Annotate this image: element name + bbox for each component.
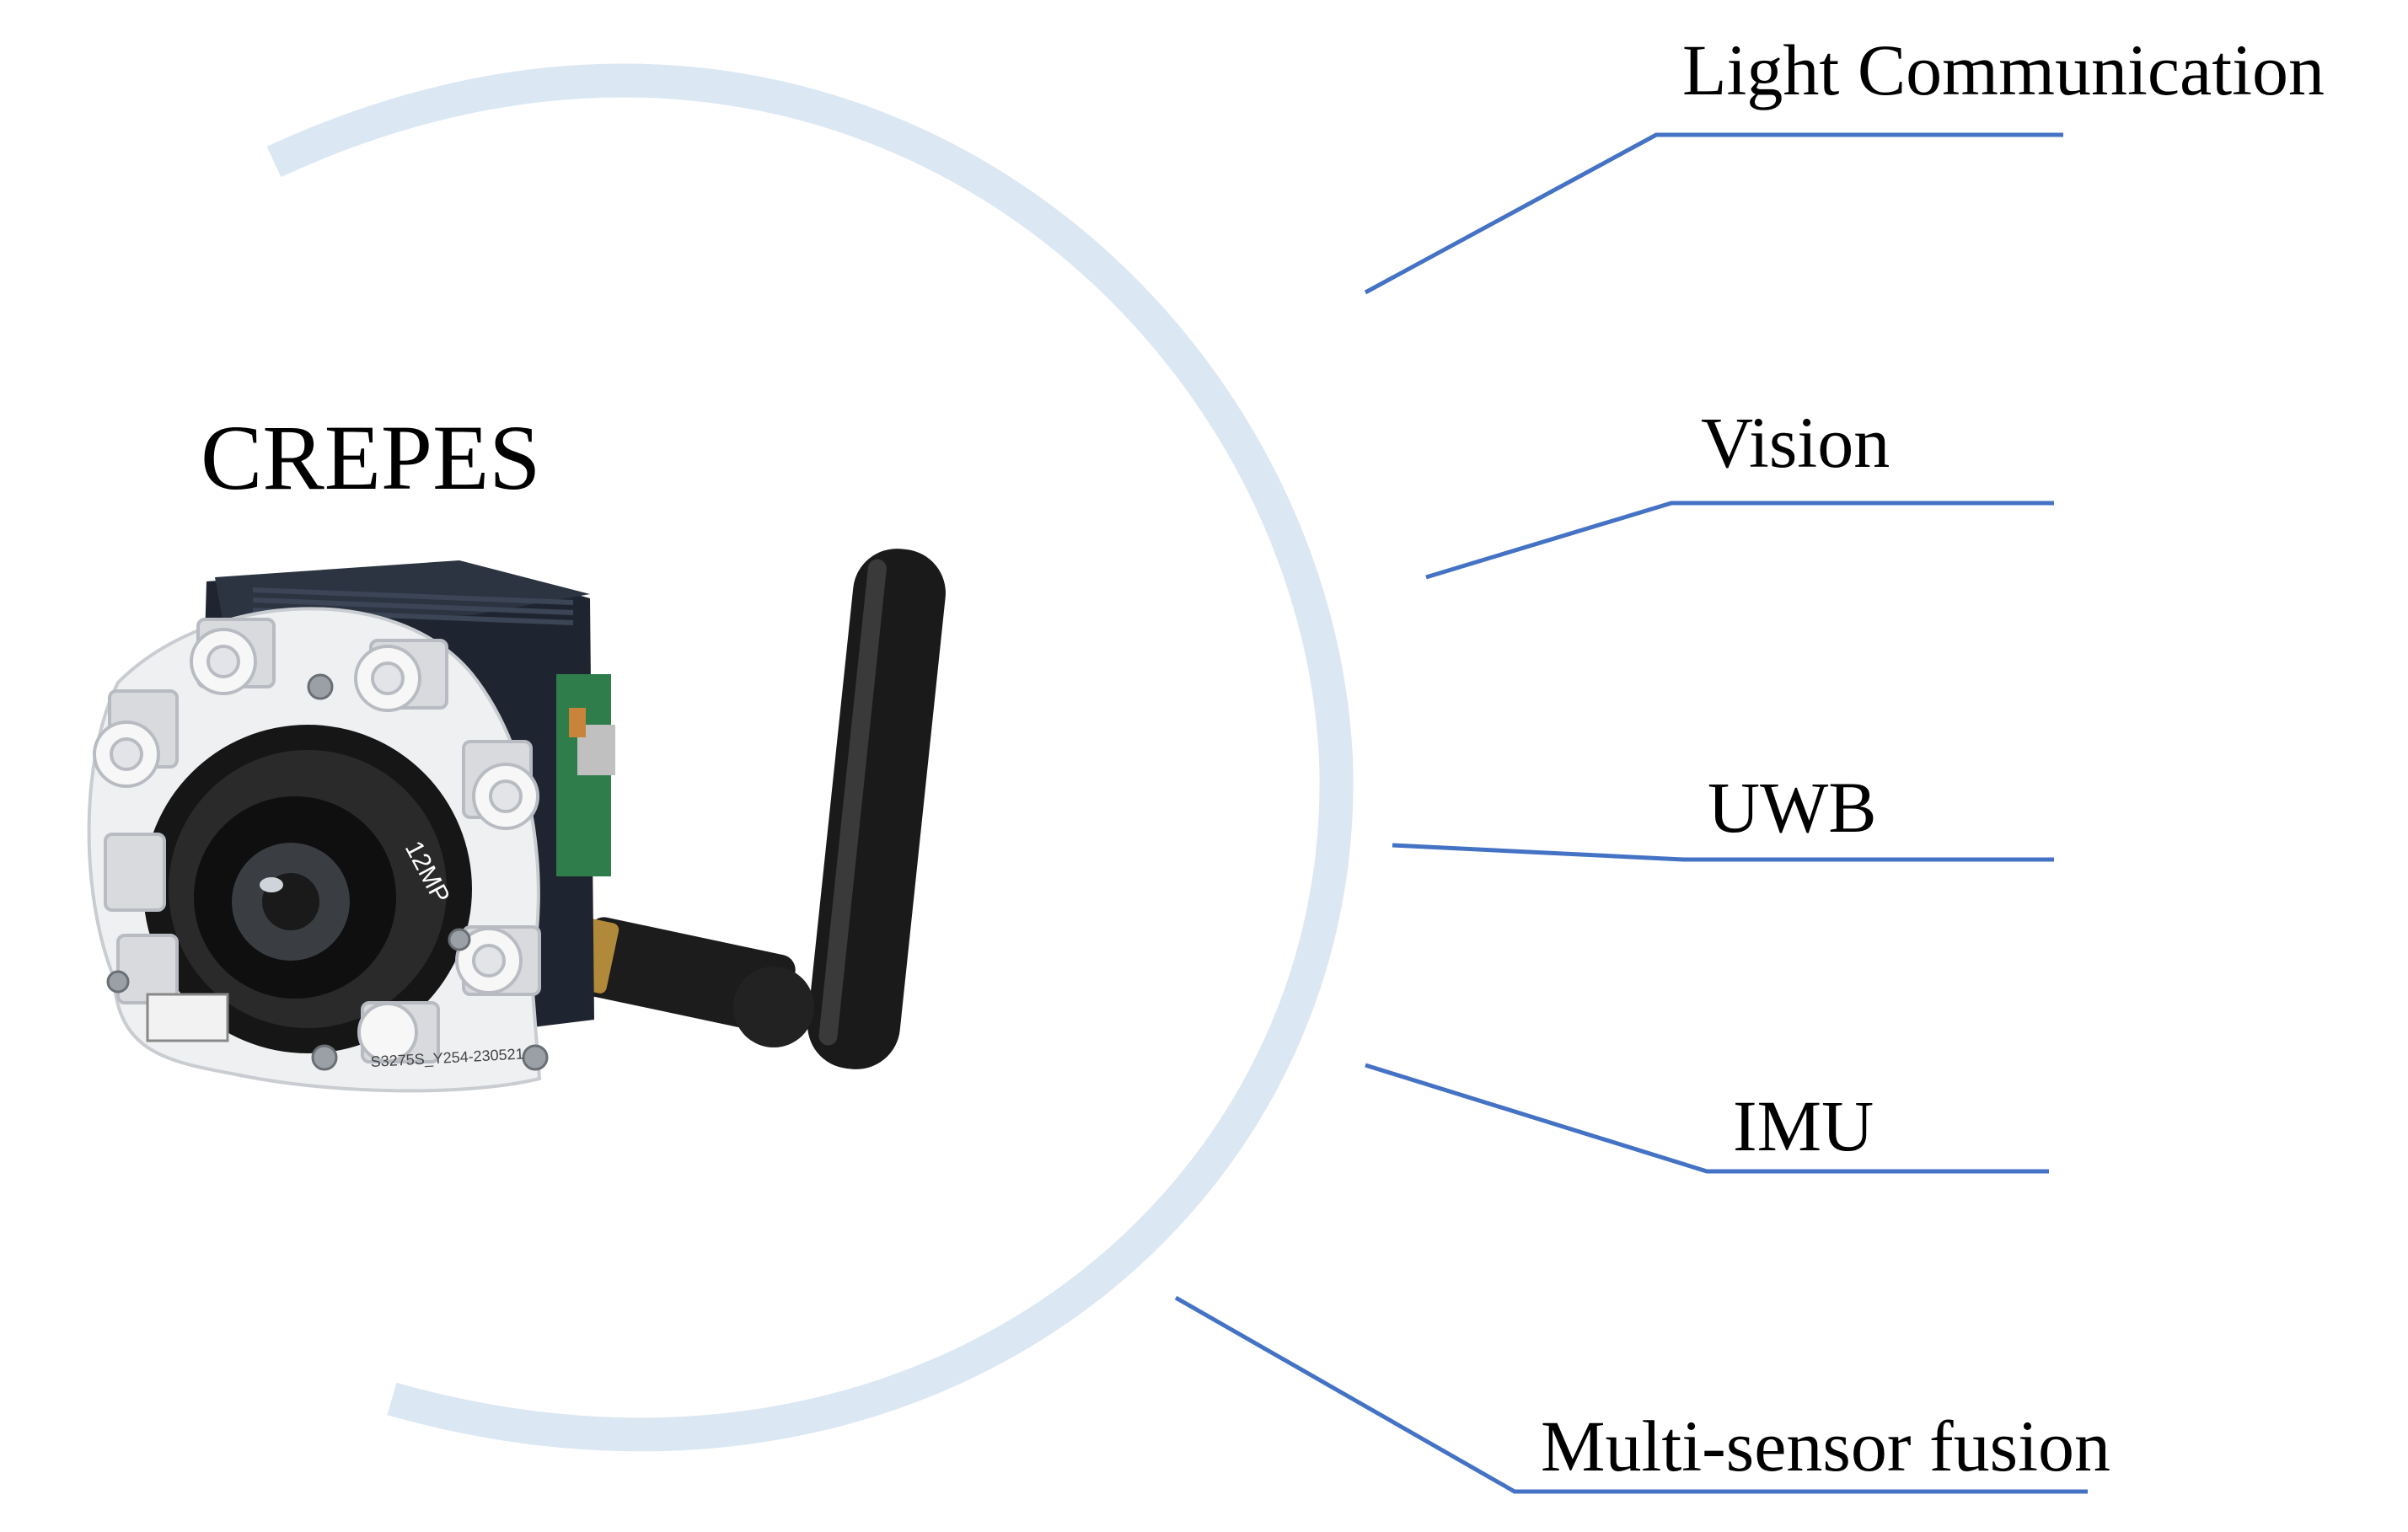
led [455,925,541,996]
screws [106,673,549,1071]
led [116,934,179,1004]
feature-label-light-communication: Light Communication [1682,29,2325,110]
connector [146,993,229,1042]
led-ring-board: 12MP [87,607,549,1093]
led-array [93,618,541,1063]
lens: 12MP [143,725,472,1053]
leader-line-uwb [1392,843,2054,862]
leader-line-multi-sensor-fusion [1174,1295,2088,1494]
led [462,740,539,830]
led [354,639,448,712]
device-name-label: CREPES [201,406,541,509]
encircling-arc [266,63,1354,1452]
crepes-device-photo: 12MP [87,549,946,1093]
feature-label-uwb: UWB [1708,767,1877,848]
led [93,689,179,788]
leader-line-imu [1365,1063,2049,1174]
led [190,618,276,695]
feature-label-imu: IMU [1733,1085,1874,1166]
leader-line-light-communication [1364,132,2063,295]
led [104,833,166,912]
feature-label-vision: Vision [1701,402,1890,483]
led [357,1001,440,1063]
antenna [560,549,946,1069]
leader-line-vision [1425,501,2054,580]
feature-label-multi-sensor-fusion: Multi-sensor fusion [1541,1406,2111,1486]
